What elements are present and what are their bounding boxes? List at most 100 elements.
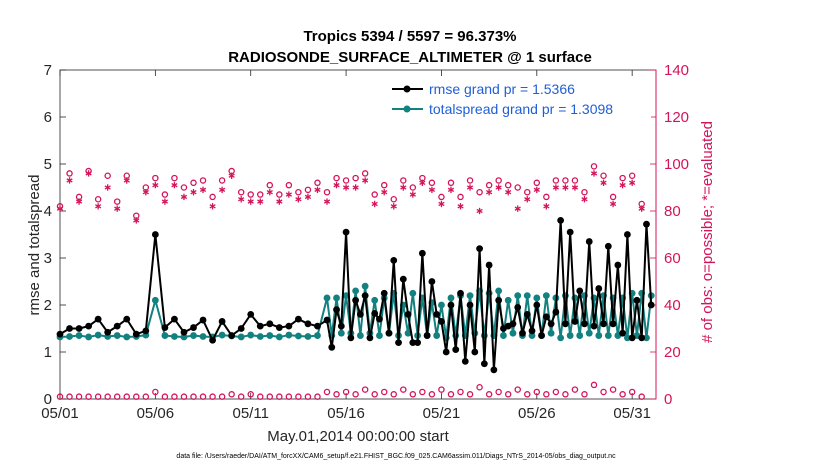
rmse-point	[237, 325, 245, 332]
obs-possible-point	[504, 181, 512, 189]
obs-evaluated-point	[638, 205, 645, 212]
obs-evaluated-point	[95, 203, 102, 210]
obs-possible-point	[485, 391, 493, 398]
rmse-point	[266, 320, 274, 328]
obs-evaluated-point	[114, 205, 121, 212]
rmse-point	[447, 301, 455, 309]
y-left-tick-label: 0	[44, 391, 52, 408]
rmse-point	[142, 327, 150, 335]
totalspread-point	[604, 332, 612, 339]
obs-possible-point	[304, 186, 312, 194]
y-left-tick-label: 1	[44, 344, 52, 361]
totalspread-point	[180, 333, 188, 341]
obs-possible-point	[142, 393, 150, 400]
obs-possible-point	[371, 191, 378, 198]
obs-evaluated-point	[295, 196, 302, 203]
rmse-point	[113, 322, 121, 330]
rmse-point	[132, 330, 140, 338]
obs-possible-point	[199, 393, 207, 400]
obs-possible-point	[104, 172, 111, 179]
obs-evaluated-point	[238, 196, 245, 203]
rmse-point	[547, 320, 555, 328]
rmse-point	[123, 315, 131, 323]
totalspread-point	[337, 329, 345, 337]
obs-possible-point	[66, 170, 73, 177]
rmse-point	[633, 296, 641, 304]
obs-evaluated-point	[180, 193, 188, 201]
obs-possible-point	[180, 393, 188, 400]
obs-possible-point	[562, 177, 569, 184]
obs-possible-point	[609, 386, 617, 393]
rmse-point	[409, 339, 417, 346]
rmse-point	[647, 301, 655, 309]
rmse-point	[523, 311, 531, 318]
rmse-point	[171, 315, 178, 323]
obs-count-series	[56, 163, 645, 400]
rmse-point	[323, 316, 331, 324]
obs-possible-point	[333, 391, 340, 398]
obs-possible-point	[438, 386, 445, 393]
obs-possible-point	[552, 177, 560, 184]
totalspread-point	[523, 292, 531, 299]
totalspread-point	[247, 331, 255, 339]
totalspread-point	[161, 332, 169, 339]
obs-possible-point	[380, 388, 388, 396]
obs-evaluated-point	[543, 203, 550, 210]
rmse-point	[218, 318, 226, 325]
totalspread-point	[323, 294, 331, 302]
obs-possible-point	[276, 393, 283, 400]
obs-possible-point	[543, 193, 550, 201]
rmse-point	[304, 320, 312, 328]
obs-possible-point	[581, 391, 588, 398]
legend-rmse-marker	[403, 85, 411, 93]
rmse-point	[376, 315, 383, 323]
y-right-tick-label: 100	[664, 156, 689, 173]
obs-possible-point	[228, 391, 235, 398]
rmse-point	[538, 332, 545, 339]
rmse-point	[490, 366, 498, 374]
obs-possible-point	[504, 391, 512, 398]
totalspread-point	[500, 332, 507, 339]
totalspread-point	[304, 333, 312, 340]
obs-evaluated-point	[486, 189, 493, 196]
obs-possible-point	[552, 388, 560, 396]
totalspread-point	[190, 332, 197, 339]
rmse-point	[342, 228, 350, 236]
rmse-point	[399, 275, 407, 283]
totalspread-point	[275, 333, 283, 341]
obs-possible-point	[562, 391, 569, 398]
obs-possible-point	[457, 388, 464, 396]
rmse-point	[361, 292, 369, 299]
totalspread-point	[94, 331, 102, 339]
obs-possible-point	[247, 391, 254, 398]
obs-evaluated-point	[75, 198, 83, 205]
rmse-point	[404, 311, 412, 318]
rmse-point	[56, 330, 64, 338]
totalspread-point	[409, 289, 417, 297]
obs-possible-point	[75, 393, 83, 400]
rmse-point	[566, 228, 574, 236]
obs-possible-point	[571, 386, 579, 393]
chart-title-line-1: Tropics 5394 / 5597 = 96.373%	[303, 28, 516, 45]
totalspread-point	[438, 301, 445, 309]
obs-possible-point	[237, 188, 245, 196]
totalspread-point	[533, 294, 541, 302]
totalspread-point	[295, 332, 302, 340]
obs-possible-point	[619, 391, 626, 398]
obs-possible-point	[638, 393, 645, 400]
rmse-point	[104, 328, 112, 336]
y-left-tick-label: 5	[44, 156, 52, 173]
totalspread-point	[352, 287, 360, 295]
rmse-point	[228, 332, 236, 339]
obs-evaluated-point	[247, 198, 254, 205]
rmse-point	[614, 261, 622, 269]
rmse-point	[442, 348, 450, 356]
rmse-point	[581, 320, 588, 328]
obs-possible-point	[257, 393, 264, 400]
totalspread-point	[356, 332, 364, 339]
legend-spread-marker	[403, 105, 411, 113]
rmse-point	[199, 316, 207, 324]
rmse-point	[495, 296, 503, 304]
totalspread-point	[509, 329, 517, 337]
obs-possible-point	[590, 163, 598, 170]
